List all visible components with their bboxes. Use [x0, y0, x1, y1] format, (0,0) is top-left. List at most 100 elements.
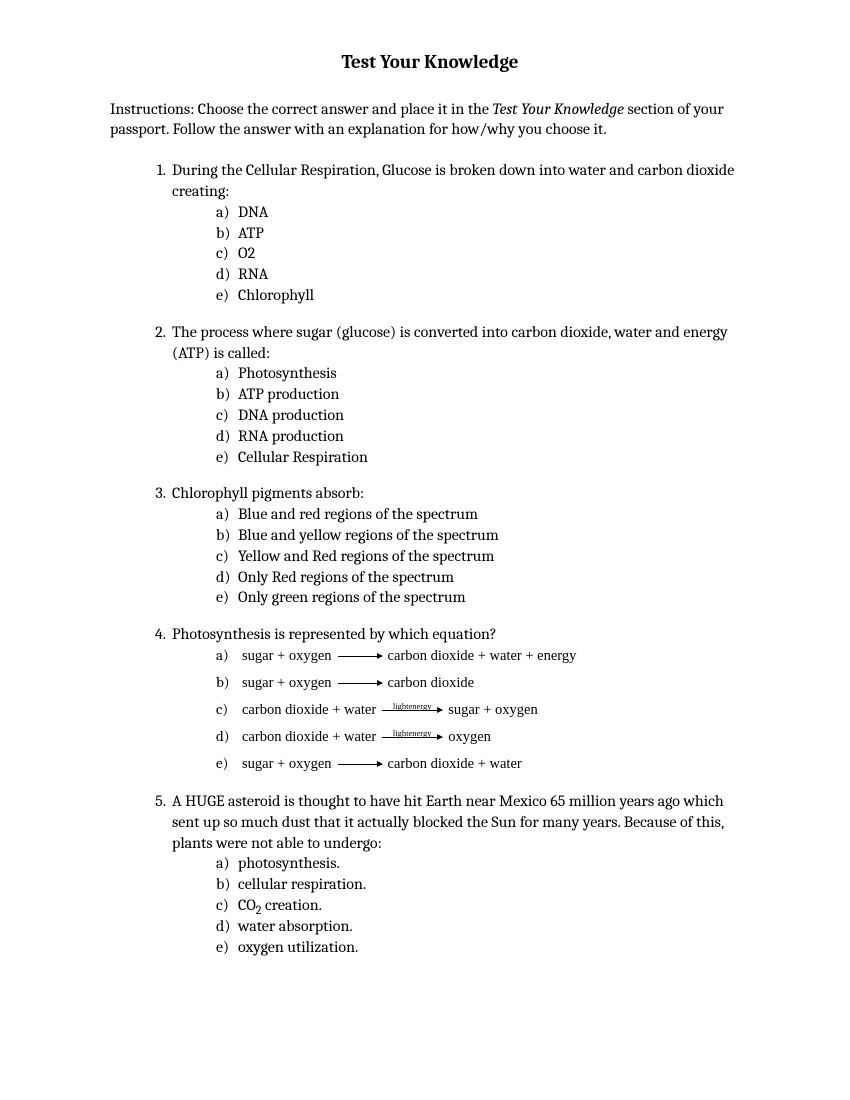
option-text: Blue and yellow regions of the spectrum	[238, 525, 750, 546]
option-letter: d)	[216, 916, 238, 937]
equation-content: sugar + oxygen carbon dioxide + water	[242, 755, 750, 774]
equation-left: carbon dioxide + water	[242, 728, 376, 747]
option-row: a)Photosynthesis	[216, 363, 750, 384]
options-list: a)Photosynthesisb)ATP productionc)DNA pr…	[144, 363, 750, 467]
equation-left: sugar + oxygen	[242, 674, 332, 693]
equation-option-row: e)sugar + oxygen carbon dioxide + water	[216, 753, 750, 775]
equation-left: sugar + oxygen	[242, 755, 332, 774]
equation-right: carbon dioxide + water	[388, 755, 522, 774]
option-text: ATP production	[238, 384, 750, 405]
option-row: e)Only green regions of the spectrum	[216, 587, 750, 608]
question-row: 3.Chlorophyll pigments absorb:	[144, 483, 750, 504]
option-row: d)Only Red regions of the spectrum	[216, 567, 750, 588]
instructions-italic: Test Your Knowledge	[492, 100, 623, 118]
question-number: 1.	[144, 160, 166, 181]
option-text: O2	[238, 243, 750, 264]
equation-right: carbon dioxide	[388, 674, 475, 693]
equation-content: sugar + oxygencarbon dioxide + water + e…	[242, 647, 750, 666]
question: 5.A HUGE asteroid is thought to have hit…	[144, 791, 750, 957]
option-letter: b)	[216, 384, 238, 405]
option-row: a)Blue and red regions of the spectrum	[216, 504, 750, 525]
arrow-line	[338, 656, 382, 657]
option-letter: d)	[216, 727, 242, 747]
option-letter: c)	[216, 700, 242, 720]
arrow-line	[338, 764, 382, 765]
option-row: b)cellular respiration.	[216, 874, 750, 895]
option-text: DNA production	[238, 405, 750, 426]
option-letter: a)	[216, 363, 238, 384]
question-row: 2.The process where sugar (glucose) is c…	[144, 322, 750, 364]
option-text: Blue and red regions of the spectrum	[238, 504, 750, 525]
options-list: a)photosynthesis.b)cellular respiration.…	[144, 853, 750, 957]
option-text: Only green regions of the spectrum	[238, 587, 750, 608]
question-number: 2.	[144, 322, 166, 343]
options-list: a)Blue and red regions of the spectrumb)…	[144, 504, 750, 608]
question-number: 3.	[144, 483, 166, 504]
arrow-line	[338, 683, 382, 684]
equation-content: carbon dioxide + water lightenergy sugar…	[242, 701, 750, 720]
option-row: e)Chlorophyll	[216, 285, 750, 306]
equation-content: sugar + oxygen carbon dioxide	[242, 674, 750, 693]
option-text: Yellow and Red regions of the spectrum	[238, 546, 750, 567]
option-letter: b)	[216, 673, 242, 693]
option-text: Chlorophyll	[238, 285, 750, 306]
question-text: Photosynthesis is represented by which e…	[172, 624, 750, 645]
question-text: During the Cellular Respiration, Glucose…	[172, 160, 750, 202]
question-row: 5.A HUGE asteroid is thought to have hit…	[144, 791, 750, 853]
options-list: a)DNAb)ATPc)O2d)RNAe)Chlorophyll	[144, 202, 750, 306]
question: 1. During the Cellular Respiration, Gluco…	[144, 160, 750, 306]
arrow-icon	[338, 764, 382, 765]
arrow-icon	[338, 683, 382, 684]
option-row: e)Cellular Respiration	[216, 447, 750, 468]
document-page: Test Your Knowledge Instructions: Choose…	[0, 0, 850, 1023]
option-letter: c)	[216, 243, 238, 264]
option-letter: c)	[216, 895, 238, 916]
arrow-line	[382, 710, 442, 711]
questions-list: 1. During the Cellular Respiration, Gluco…	[110, 160, 750, 957]
option-text: Photosynthesis	[238, 363, 750, 384]
question-number: 4.	[144, 624, 166, 645]
option-row: c)O2	[216, 243, 750, 264]
option-row: d)RNA production	[216, 426, 750, 447]
arrow-icon	[338, 656, 382, 657]
option-row: d)water absorption.	[216, 916, 750, 937]
equation-option-row: d)carbon dioxide + water lightenergy oxy…	[216, 726, 750, 748]
option-text: water absorption.	[238, 916, 750, 937]
option-letter: e)	[216, 587, 238, 608]
option-text: RNA	[238, 264, 750, 285]
question: 4. Photosynthesis is represented by which…	[144, 624, 750, 775]
option-text: oxygen utilization.	[238, 937, 750, 958]
equation-options-list: a)sugar + oxygencarbon dioxide + water +…	[144, 645, 750, 775]
option-letter: a)	[216, 853, 238, 874]
equation-right: sugar + oxygen	[448, 701, 538, 720]
option-text: Only Red regions of the spectrum	[238, 567, 750, 588]
equation-left: carbon dioxide + water	[242, 701, 376, 720]
question-row: 1. During the Cellular Respiration, Gluco…	[144, 160, 750, 202]
option-letter: d)	[216, 264, 238, 285]
option-letter: c)	[216, 546, 238, 567]
option-letter: e)	[216, 285, 238, 306]
option-row: d)RNA	[216, 264, 750, 285]
arrow-line	[382, 737, 442, 738]
question-row: 4. Photosynthesis is represented by which…	[144, 624, 750, 645]
page-title: Test Your Knowledge	[110, 50, 750, 75]
option-letter: a)	[216, 202, 238, 223]
instructions-text-pre: Instructions: Choose the correct answer …	[110, 100, 492, 118]
arrow-icon: lightenergy	[382, 710, 442, 711]
option-row: b)ATP	[216, 223, 750, 244]
option-row: a)DNA	[216, 202, 750, 223]
option-letter: b)	[216, 223, 238, 244]
option-text: photosynthesis.	[238, 853, 750, 874]
option-row: c)DNA production	[216, 405, 750, 426]
option-text: DNA	[238, 202, 750, 223]
option-letter: e)	[216, 447, 238, 468]
arrow-icon: lightenergy	[382, 737, 442, 738]
option-text: CO2 creation.	[238, 895, 750, 916]
question-text: A HUGE asteroid is thought to have hit E…	[172, 791, 750, 853]
instructions-paragraph: Instructions: Choose the correct answer …	[110, 99, 750, 141]
option-letter: e)	[216, 937, 238, 958]
option-letter: d)	[216, 567, 238, 588]
question: 3.Chlorophyll pigments absorb:a)Blue and…	[144, 483, 750, 608]
equation-right: carbon dioxide + water + energy	[388, 647, 577, 666]
option-row: a)photosynthesis.	[216, 853, 750, 874]
